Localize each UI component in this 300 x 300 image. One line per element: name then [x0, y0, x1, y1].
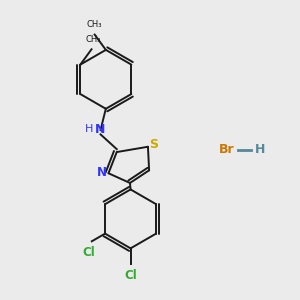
Text: N: N — [95, 124, 106, 136]
Text: Cl: Cl — [124, 269, 137, 282]
Text: CH₃: CH₃ — [86, 20, 102, 29]
Text: S: S — [149, 138, 158, 151]
Text: H: H — [255, 143, 266, 157]
Text: Br: Br — [219, 143, 234, 157]
Text: Cl: Cl — [82, 246, 94, 259]
Text: H: H — [85, 124, 94, 134]
Text: N: N — [97, 166, 107, 179]
Text: CH₃: CH₃ — [85, 35, 101, 44]
